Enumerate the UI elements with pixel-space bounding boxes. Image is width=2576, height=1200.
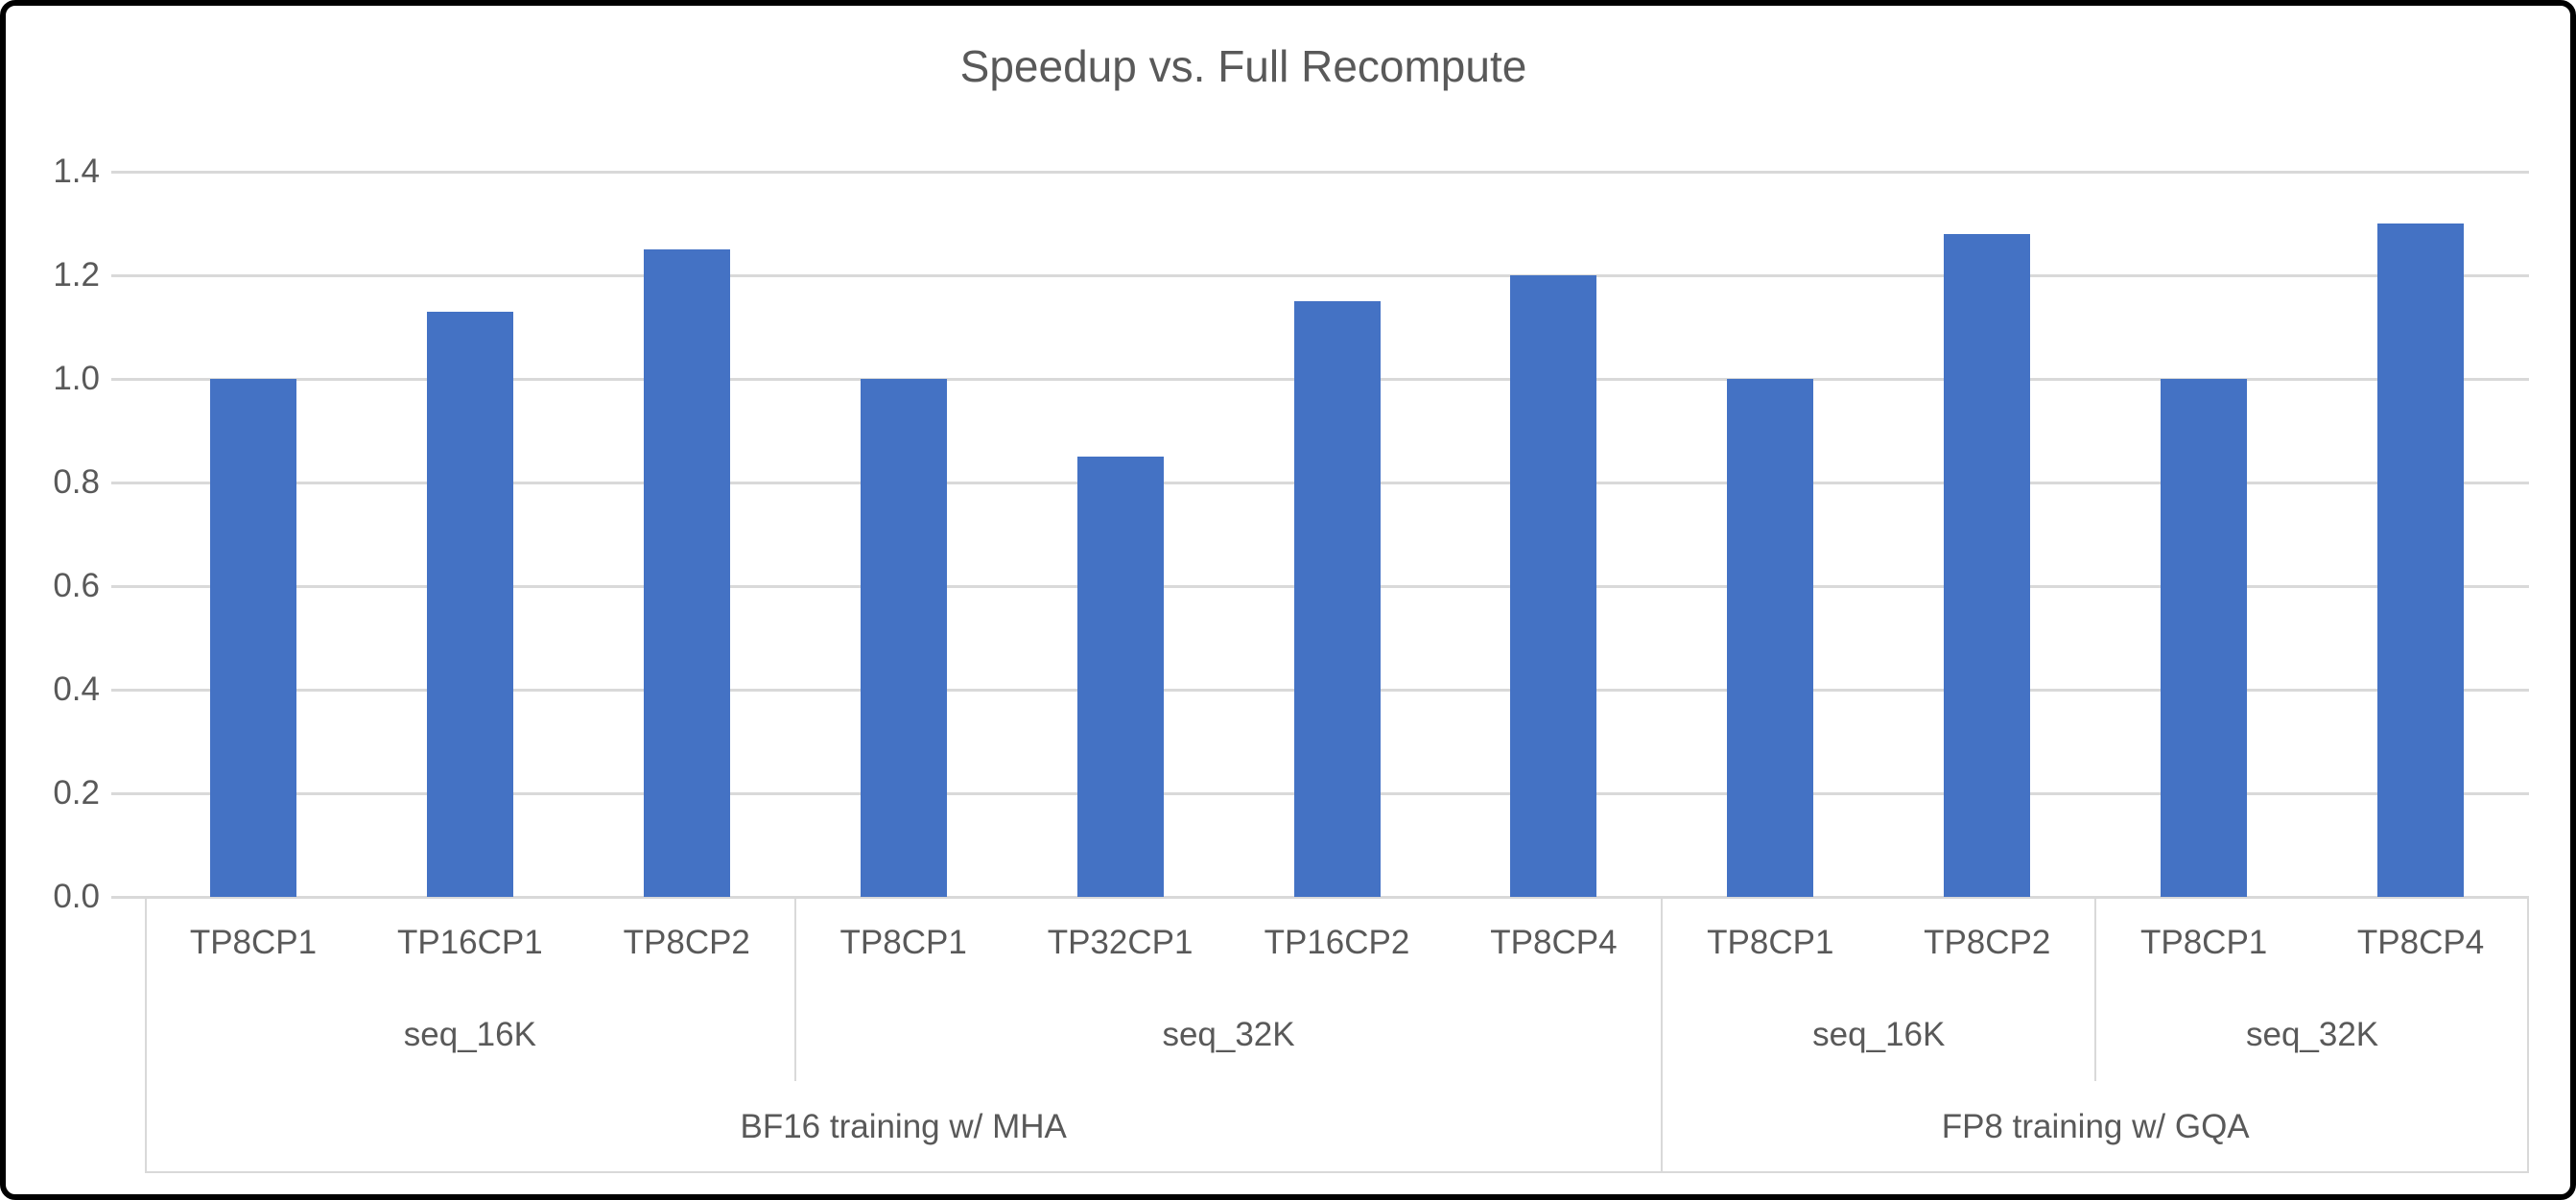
training-group-label: FP8 training w/ GQA [1941,1108,2250,1145]
y-axis-label-0.2: 0.2 [53,774,100,812]
bar-label-TP16CP2: TP16CP2 [1264,924,1410,961]
bar-label-TP8CP2: TP8CP2 [623,924,750,961]
y-axis-label-0.4: 0.4 [53,671,100,708]
bar-TP8CP4 [1510,275,1597,897]
y-axis-label-1.2: 1.2 [53,256,100,294]
y-axis-label-0.0: 0.0 [53,878,100,915]
bar-label-TP8CP2: TP8CP2 [1924,924,2051,961]
y-axis-label-1.0: 1.0 [53,360,100,397]
bar-label-TP8CP1: TP8CP1 [189,924,318,961]
seq-group-label-seq_16K: seq_16K [1812,1016,1946,1053]
bar-TP8CP4 [2377,224,2465,897]
bar-label-TP32CP1: TP32CP1 [1047,924,1193,961]
gridline-1.2 [111,273,2529,277]
training-group-label: BF16 training w/ MHA [740,1108,1067,1145]
bar-TP16CP1 [426,311,513,897]
y-axis-label-0.8: 0.8 [53,463,100,501]
y-axis-label-1.4: 1.4 [53,153,100,190]
bar-label-TP16CP1: TP16CP1 [396,924,543,961]
bar-label-TP8CP4: TP8CP4 [1490,924,1618,961]
bar-TP16CP2 [1293,301,1381,897]
seq-group-divider [2094,897,2097,1081]
category-axis-table [145,897,2529,1173]
bar-label-TP8CP1: TP8CP1 [839,924,967,961]
seq-group-divider [793,897,796,1081]
training-group-divider [1661,897,1664,1173]
bar-TP8CP1 [209,379,296,897]
bar-TP8CP1 [860,379,947,897]
chart-title: Speedup vs. Full Recompute [959,41,1527,91]
bar-label-TP8CP4: TP8CP4 [2356,924,2485,961]
bar-TP8CP1 [1727,379,1814,897]
y-axis-label-0.6: 0.6 [53,567,100,604]
seq-group-label-seq_16K: seq_16K [403,1016,536,1053]
seq-group-label-seq_32K: seq_32K [1162,1016,1295,1053]
bar-TP8CP2 [1944,233,2031,897]
bar-label-TP8CP1: TP8CP1 [2139,924,2268,961]
plot-area: 0.0 0.2 0.4 0.6 0.8 1.0 1.2 1.4 TP8CP1 TP16CP1 TP8… [6,6,2570,1194]
seq-group-label-seq_32K: seq_32K [2245,1016,2379,1053]
bar-label-TP8CP1: TP8CP1 [1707,924,1834,961]
bar-TP32CP1 [1076,457,1164,897]
bar-TP8CP1 [2161,379,2248,897]
bar-TP8CP2 [643,249,730,897]
gridline-1.4 [111,170,2529,174]
